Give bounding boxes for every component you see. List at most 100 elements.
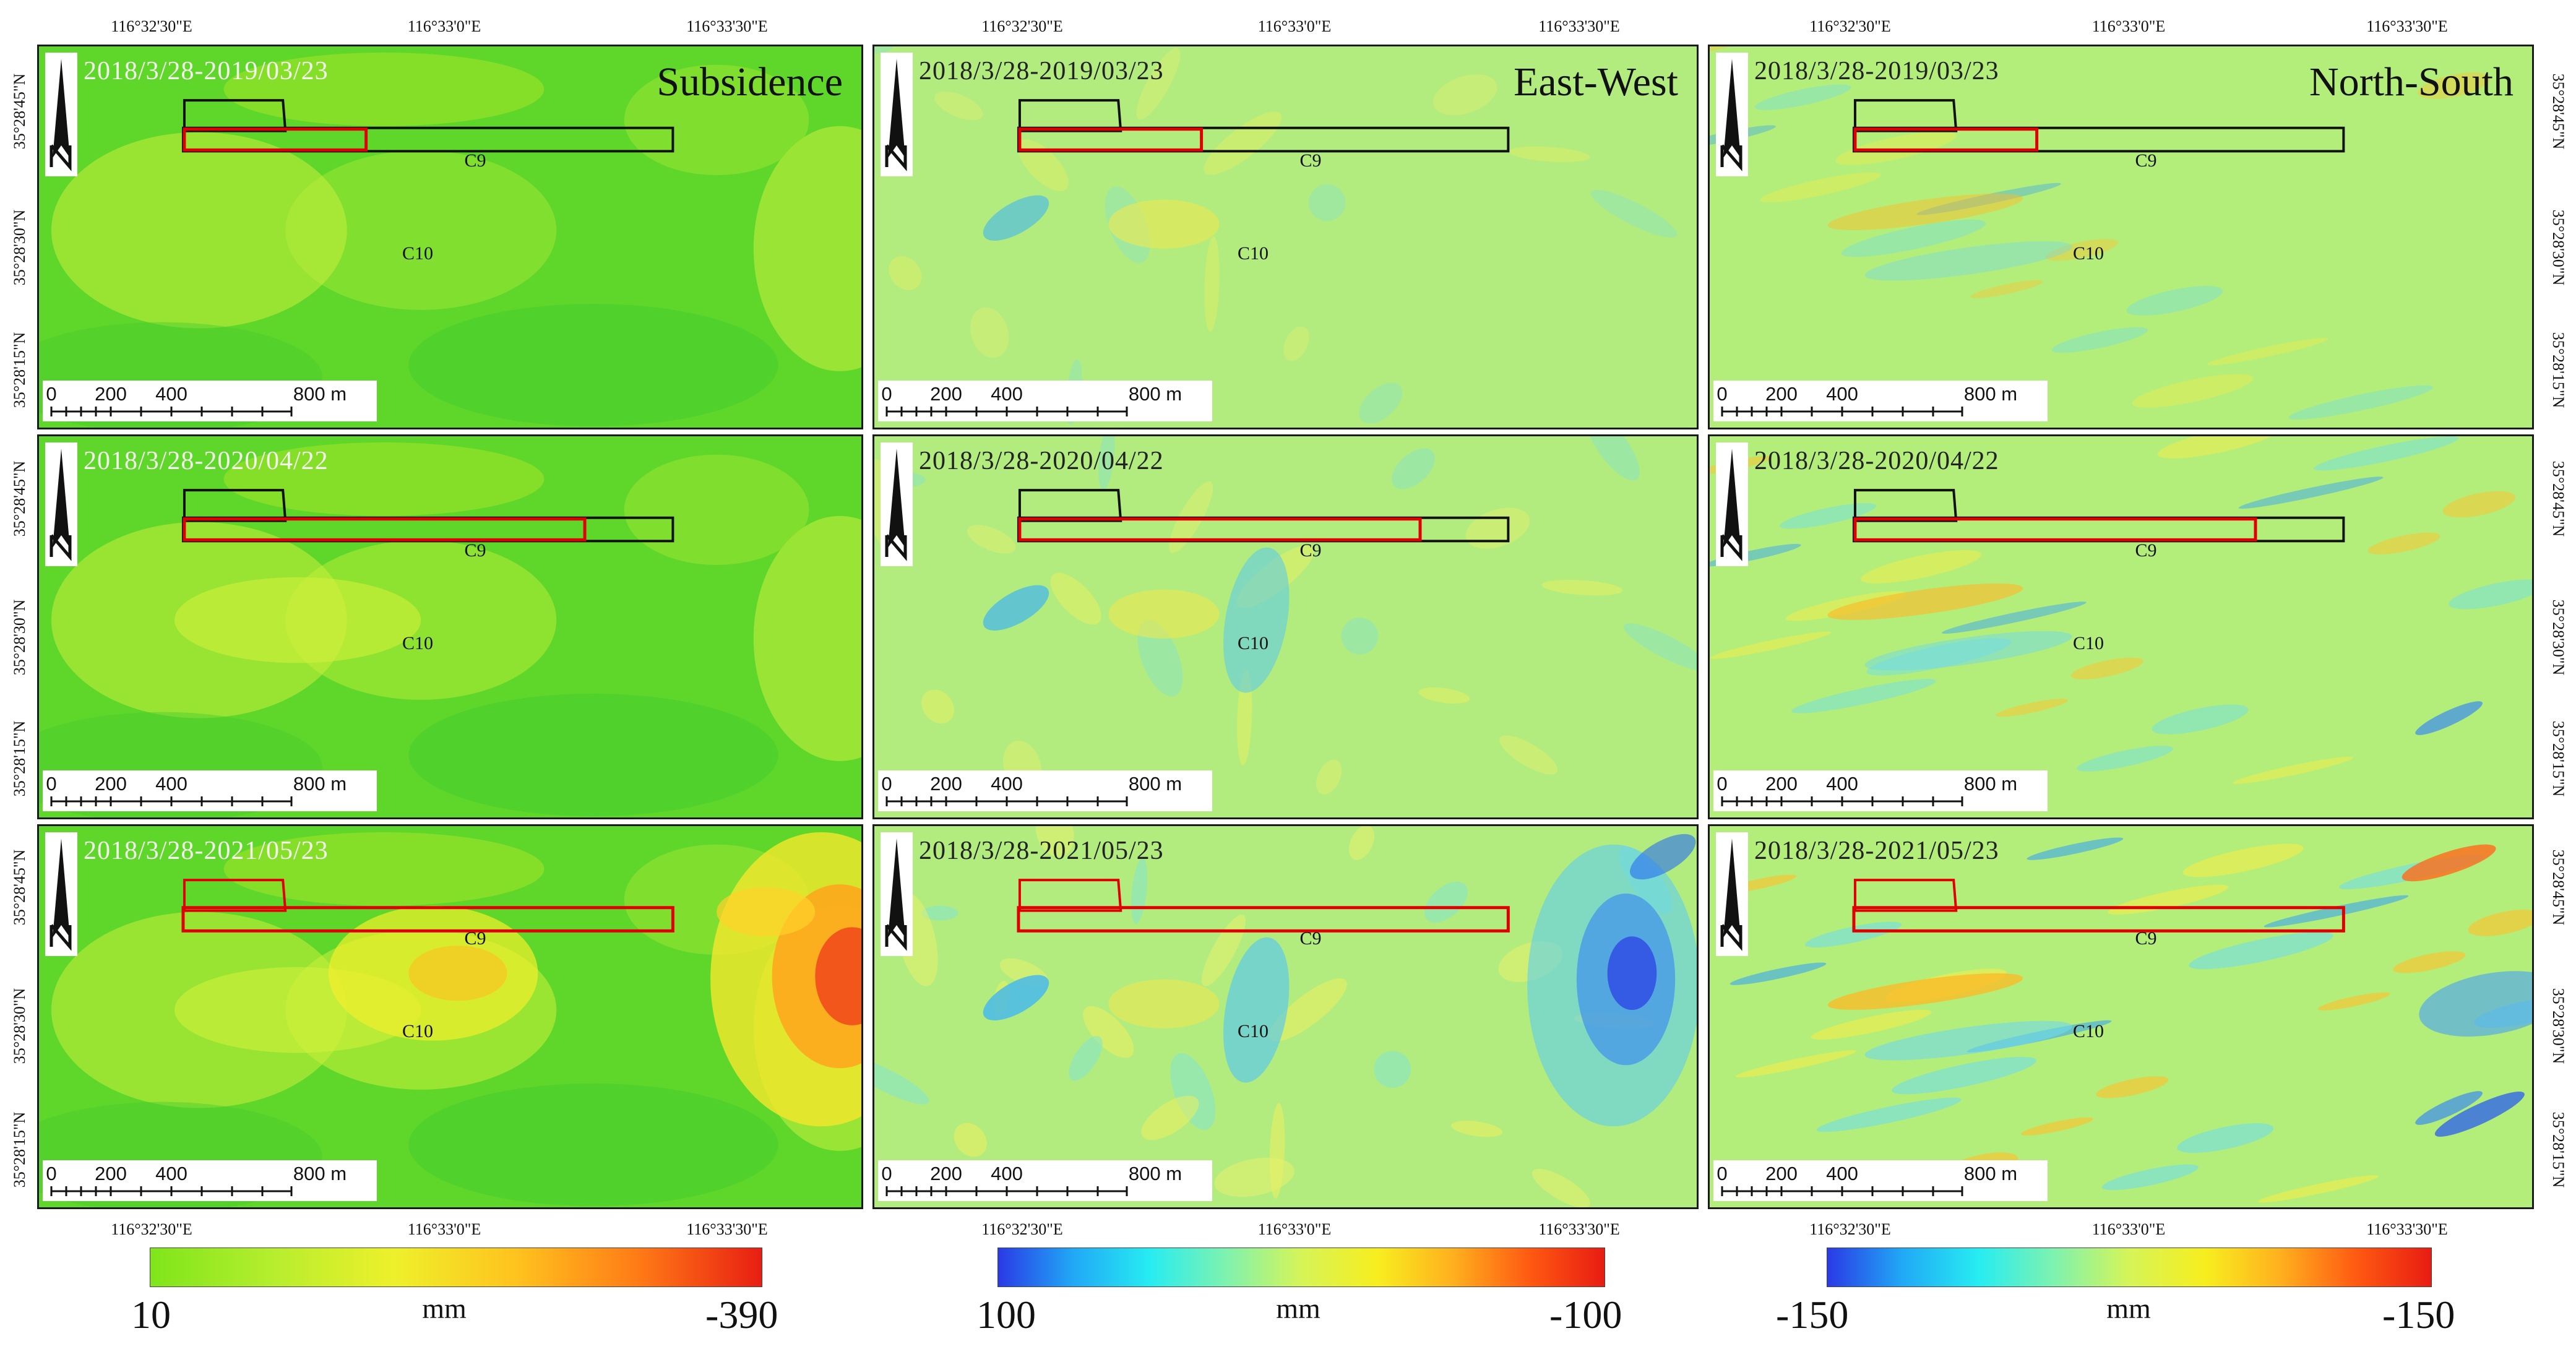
scale-tick-400: 400 [1826,1163,1858,1184]
map-panel-ns-row3: 2018/3/28-2021/05/23 C9 C10 0 200 400 80… [1708,824,2534,1209]
label-c10: C10 [1237,243,1269,264]
mining-face-outlines [181,489,674,543]
map-raster [39,826,861,1207]
mining-face-outlines [1017,99,1510,153]
north-arrow-icon [1716,832,1748,956]
map-panel-subsidence-row2: 2018/3/28-2020/04/22 C9 C10 0 200 400 80… [37,434,863,819]
scale-tick-400: 400 [155,773,187,795]
legend-ew-max: -100 [1549,1293,1622,1337]
label-c10: C10 [2072,243,2104,264]
scale-tick-800: 800 m [293,383,347,405]
scale-tick-200: 200 [930,383,962,405]
scale-tick-0: 0 [1717,773,1728,795]
legend-subsidence-max: -390 [705,1293,778,1337]
scale-tick-0: 0 [881,773,892,795]
date-range-label: 2018/3/28-2019/03/23 [1754,57,1999,85]
scale-tick-400: 400 [991,383,1023,405]
scale-tick-200: 200 [1765,1163,1798,1184]
scale-tick-0: 0 [46,383,57,405]
label-c9: C9 [2135,540,2157,561]
scale-tick-800: 800 m [1963,1163,2018,1184]
scale-tick-400: 400 [991,773,1023,795]
top-lon-1-col2: 116°32'30"E [981,17,1063,35]
scale-tick-200: 200 [95,383,127,405]
scale-tick-200: 200 [1765,383,1798,405]
bottom-lon-1-col2: 116°32'30"E [981,1220,1063,1238]
map-raster [39,436,861,817]
mining-face-outlines [1852,489,2345,543]
scale-tick-200: 200 [930,773,962,795]
label-c9: C9 [1299,540,1322,561]
mining-face-outlines [181,879,674,933]
scale-tick-200: 200 [1765,773,1798,795]
legend-subsidence-min: 10 [131,1293,171,1337]
bottom-lon-3-col3: 116°33'30"E [2366,1220,2448,1238]
label-c10: C10 [402,1021,434,1041]
label-c9: C9 [464,540,486,561]
date-range-label: 2018/3/28-2021/05/23 [84,837,329,865]
scale-tick-800: 800 m [293,773,347,795]
scale-bar: 0 200 400 800 m [878,770,1212,811]
scale-tick-0: 0 [1717,1163,1728,1184]
label-c9: C9 [2135,928,2157,949]
map-raster [874,46,1697,428]
bottom-lon-1-col3: 116°32'30"E [1809,1220,1891,1238]
bottom-lon-3-col2: 116°33'30"E [1538,1220,1620,1238]
top-lon-2-col3: 116°33'0"E [2091,17,2166,35]
legend-ns-min: -150 [1776,1293,1849,1337]
north-arrow-icon [881,832,913,956]
map-panel-ns-row2: 2018/3/28-2020/04/22 C9 C10 0 200 400 80… [1708,434,2534,819]
label-c9: C9 [464,928,486,949]
mining-face-outlines [1017,489,1510,543]
legend-subsidence-unit: mm [422,1293,467,1324]
scale-bar: 0 200 400 800 m [43,1160,377,1201]
label-c10: C10 [402,243,434,264]
column-title-ew: East-West [1514,59,1678,105]
scale-tick-200: 200 [95,773,127,795]
scale-bar: 0 200 400 800 m [43,381,377,421]
scale-bar: 0 200 400 800 m [878,1160,1212,1201]
date-range-label: 2018/3/28-2019/03/23 [84,57,329,85]
legend-ew-colorbar [997,1248,1605,1287]
label-c10: C10 [2072,633,2104,653]
mining-face-outlines [1852,879,2345,933]
label-c9: C9 [2135,150,2157,171]
map-panel-ew-row2: 2018/3/28-2020/04/22 C9 C10 0 200 400 80… [872,434,1699,819]
north-arrow-icon [45,832,77,956]
legend-ns-unit: mm [2106,1293,2151,1324]
scale-tick-0: 0 [881,383,892,405]
scale-tick-800: 800 m [1128,773,1182,795]
map-panel-ns-row1: 2018/3/28-2019/03/23 North-South C9 C10 … [1708,45,2534,429]
scale-tick-400: 400 [1826,773,1858,795]
top-lon-2-col1: 116°33'0"E [407,17,481,35]
label-c10: C10 [1237,633,1269,653]
map-panel-subsidence-row1: 2018/3/28-2019/03/23 Subsidence C9 C10 0… [37,45,863,429]
north-arrow-icon [45,442,77,566]
date-range-label: 2018/3/28-2019/03/23 [919,57,1164,85]
map-panel-subsidence-row3: 2018/3/28-2021/05/23 C9 C10 0 200 400 80… [37,824,863,1209]
north-arrow-icon [881,442,913,566]
scale-tick-800: 800 m [1963,773,2018,795]
north-arrow-icon [881,53,913,176]
scale-tick-0: 0 [46,1163,57,1184]
label-c10: C10 [402,633,434,653]
legend-subsidence-colorbar [150,1248,762,1287]
scale-tick-400: 400 [1826,383,1858,405]
bottom-lon-2-col1: 116°33'0"E [407,1220,481,1238]
date-range-label: 2018/3/28-2020/04/22 [1754,447,1999,475]
scale-tick-0: 0 [46,773,57,795]
mining-face-outlines [1017,879,1510,933]
label-c10: C10 [1237,1021,1269,1041]
scale-bar: 0 200 400 800 m [1713,381,2048,421]
legend-ew-min: 100 [976,1293,1036,1337]
map-raster [1710,436,2532,817]
label-c10: C10 [2072,1021,2104,1041]
top-lon-1-col1: 116°32'30"E [111,17,192,35]
column-title-subsidence: Subsidence [657,59,843,105]
scale-tick-200: 200 [95,1163,127,1184]
scale-bar: 0 200 400 800 m [43,770,377,811]
scale-tick-400: 400 [155,383,187,405]
bottom-lon-1-col1: 116°32'30"E [111,1220,192,1238]
bottom-lon-3-col1: 116°33'30"E [686,1220,768,1238]
scale-tick-800: 800 m [1128,1163,1182,1184]
